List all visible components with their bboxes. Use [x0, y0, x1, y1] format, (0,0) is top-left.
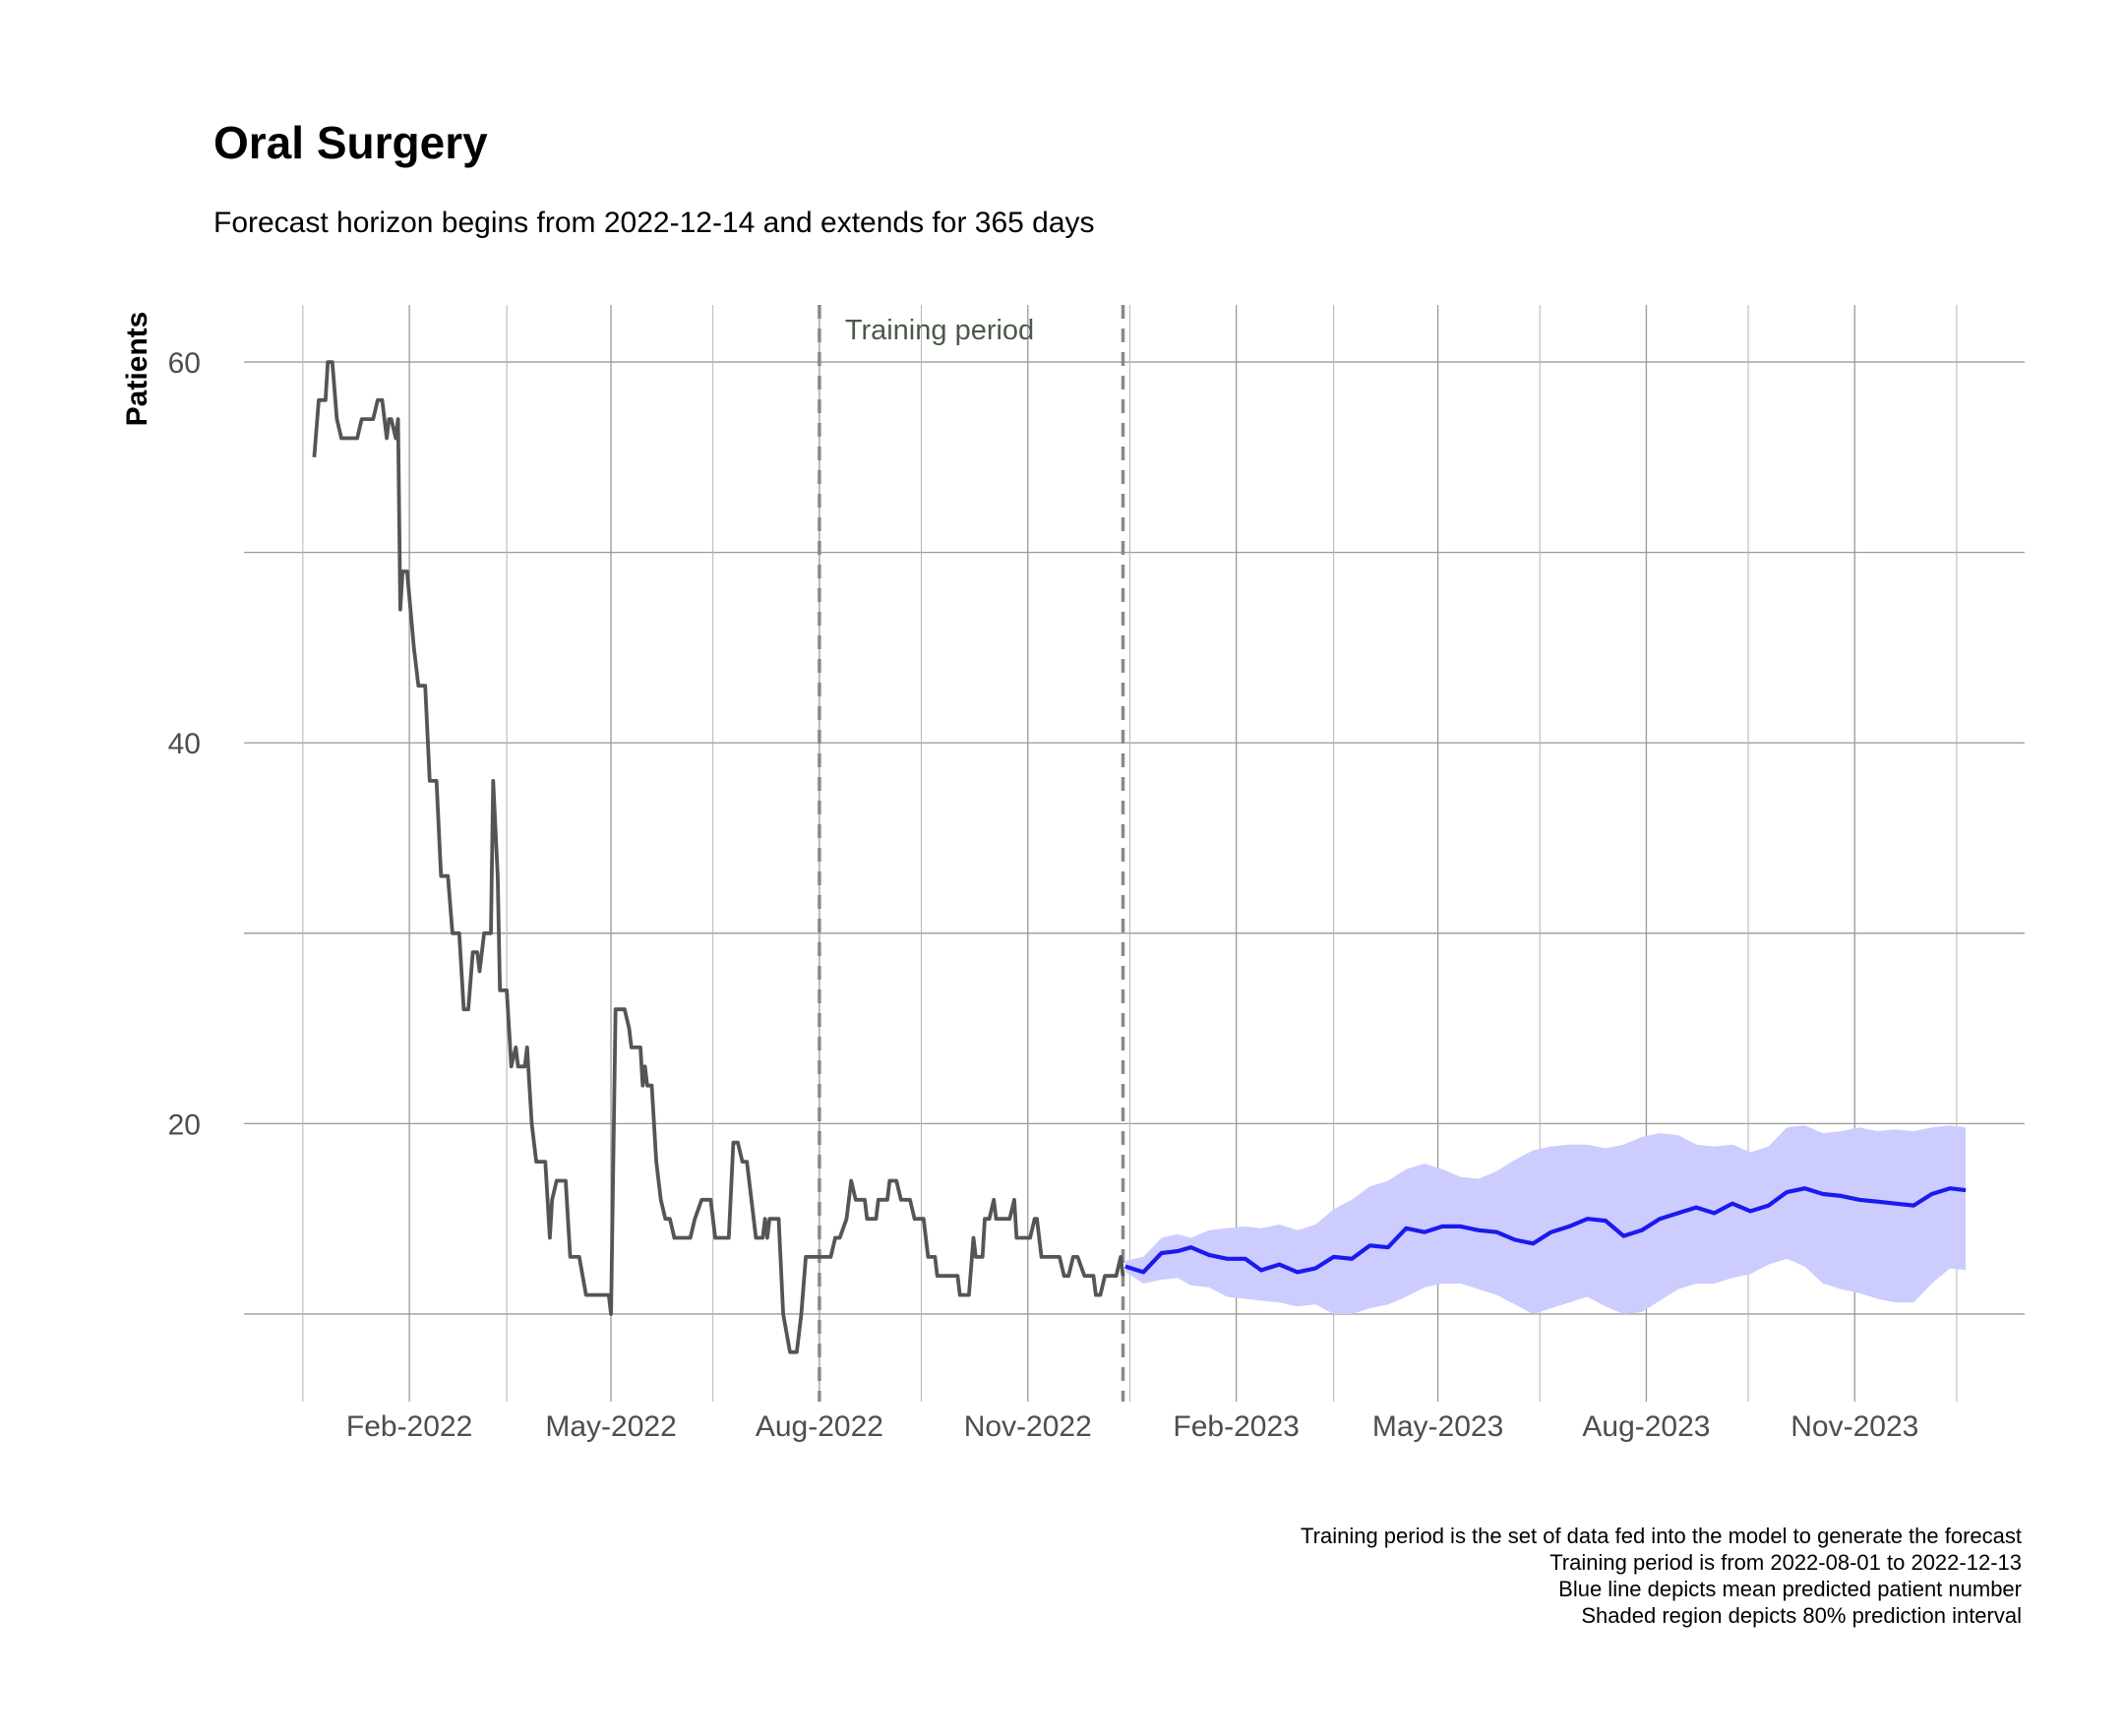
- x-tick-label: May-2022: [545, 1410, 676, 1443]
- y-tick-label: 20: [168, 1108, 201, 1141]
- x-tick-label: May-2023: [1372, 1410, 1503, 1443]
- axis-labels: 20 40 60 Feb-2022 May-2022 Aug-2022 Nov-2022 Fe…: [168, 347, 1919, 1443]
- x-tick-label: Aug-2022: [756, 1410, 883, 1443]
- prediction-band-layer: [1124, 1125, 1967, 1314]
- chart-captions: Training period is the set of data fed i…: [1301, 1523, 2022, 1629]
- prediction-interval-band: [1124, 1125, 1967, 1314]
- y-axis-label: Patients: [121, 312, 153, 427]
- forecast-mean-line: [1124, 1186, 1967, 1275]
- y-tick-label: 40: [168, 728, 201, 760]
- series-layer: [312, 360, 1967, 1354]
- x-tick-label: Nov-2022: [964, 1410, 1092, 1443]
- x-tick-label: Feb-2023: [1173, 1410, 1299, 1443]
- caption-line: Training period is the set of data fed i…: [1301, 1524, 2022, 1548]
- x-tick-label: Feb-2022: [346, 1410, 472, 1443]
- observed-series-line: [312, 360, 1125, 1354]
- chart-title: Oral Surgery: [213, 117, 488, 168]
- caption-line: Training period is from 2022-08-01 to 20…: [1549, 1550, 2022, 1575]
- caption-line: Shaded region depicts 80% prediction int…: [1581, 1603, 2022, 1628]
- y-tick-label: 60: [168, 347, 201, 380]
- x-tick-label: Nov-2023: [1790, 1410, 1918, 1443]
- training-period-label: Training period: [845, 315, 1034, 346]
- training-period-markers: [818, 305, 1125, 1402]
- x-tick-label: Aug-2023: [1582, 1410, 1710, 1443]
- chart-subtitle: Forecast horizon begins from 2022-12-14 …: [213, 207, 1095, 239]
- caption-line: Blue line depicts mean predicted patient…: [1558, 1577, 2022, 1601]
